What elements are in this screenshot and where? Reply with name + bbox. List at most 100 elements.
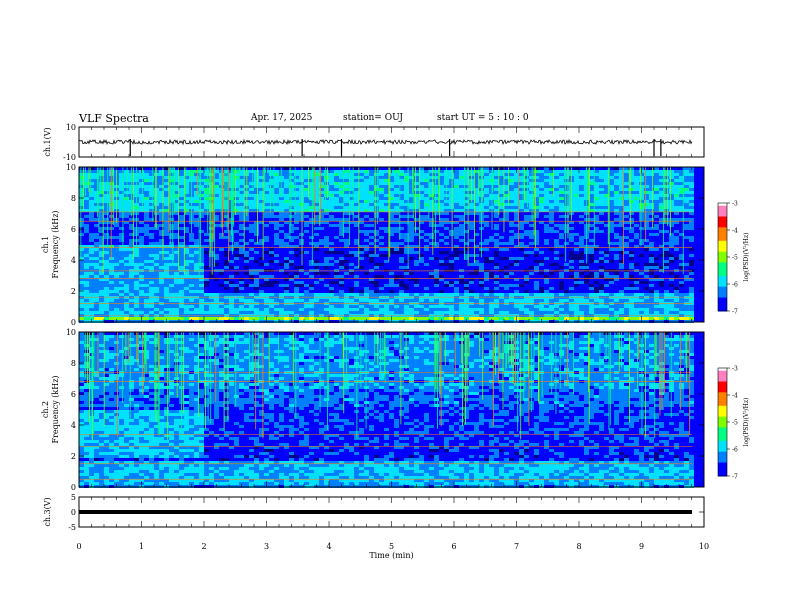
spectrogram-cell <box>249 215 254 218</box>
spectrogram-cell <box>204 272 209 275</box>
spectrogram-cell <box>524 170 529 173</box>
spectrogram-cell <box>119 236 124 239</box>
spectrogram-cell <box>519 209 524 212</box>
spectrogram-cell <box>429 305 434 308</box>
spectrogram-cell <box>464 191 469 194</box>
spectrogram-cell <box>339 278 344 281</box>
spectrogram-cell <box>179 287 184 290</box>
spectrogram-cell <box>444 206 449 209</box>
spectrogram-cell <box>444 281 449 284</box>
spectrogram-cell <box>394 254 399 257</box>
spectrogram-cell <box>419 170 424 173</box>
spectrogram-cell <box>154 254 159 257</box>
spectrogram-cell <box>144 275 149 278</box>
spectrogram-cell <box>194 194 199 197</box>
spectrogram-cell <box>354 305 359 308</box>
spectrogram-cell <box>239 185 244 188</box>
spectrogram-cell <box>239 317 244 320</box>
spectrogram-cell <box>164 287 169 290</box>
spectrogram-cell <box>259 167 264 170</box>
spectrogram-cell <box>339 266 344 269</box>
spectrogram-cell <box>389 290 394 293</box>
spectrogram-cell <box>254 257 259 260</box>
spectrogram-cell <box>209 260 214 263</box>
spectrogram-cell <box>249 236 254 239</box>
spectrogram-cell <box>399 212 404 215</box>
spectrogram-cell <box>304 203 309 206</box>
spectrogram-cell <box>204 170 209 173</box>
spectrogram-cell <box>169 266 174 269</box>
spectrogram-cell <box>204 167 209 170</box>
spectrogram-cell <box>79 206 84 209</box>
spectrogram-cell <box>374 182 379 185</box>
spectrogram-cell <box>199 209 204 212</box>
spectrogram-cell <box>519 278 524 281</box>
spectrogram-cell <box>534 266 539 269</box>
spectrogram-cell <box>244 263 249 266</box>
spectrogram-cell <box>534 293 539 296</box>
spectrogram-cell <box>484 266 489 269</box>
spectrogram-cell <box>394 218 399 221</box>
spectrogram-cell <box>539 236 544 239</box>
spectrogram-cell <box>434 227 439 230</box>
spectrogram-cell <box>534 176 539 179</box>
spectrogram-cell <box>544 245 549 248</box>
spectrogram-cell <box>79 230 84 233</box>
spectrogram-cell <box>354 233 359 236</box>
spectrogram-cell <box>314 236 319 239</box>
spectrogram-cell <box>149 299 154 302</box>
spectrogram-cell <box>79 200 84 203</box>
spectrogram-cell <box>79 272 84 275</box>
spectrogram-cell <box>399 260 404 263</box>
spectrogram-cell <box>84 230 89 233</box>
spectrogram-cell <box>429 215 434 218</box>
spectrogram-cell <box>284 170 289 173</box>
spectrogram-cell <box>234 281 239 284</box>
spectrogram-cell <box>264 185 269 188</box>
spectrogram-cell <box>414 176 419 179</box>
ch1-spectrogram <box>79 167 704 323</box>
spectrogram-cell <box>349 236 354 239</box>
spectrogram-cell <box>264 194 269 197</box>
spectrogram-cell <box>79 236 84 239</box>
spectrogram-cell <box>139 194 144 197</box>
spectrogram-cell <box>304 299 309 302</box>
spectrogram-cell <box>434 224 439 227</box>
spectrogram-cell <box>544 290 549 293</box>
spectrogram-cell <box>444 242 449 245</box>
spectrogram-cell <box>194 287 199 290</box>
spectrogram-cell <box>504 191 509 194</box>
spectrogram-cell <box>389 239 394 242</box>
spectrogram-cell <box>179 236 184 239</box>
spectrogram-cell <box>214 182 219 185</box>
spectrogram-cell <box>414 278 419 281</box>
spectrogram-cell <box>289 197 294 200</box>
spectrogram-cell <box>104 170 109 173</box>
spectrogram-cell <box>154 260 159 263</box>
spectrogram-cell <box>194 290 199 293</box>
spectrogram-cell <box>369 266 374 269</box>
spectrogram-cell <box>94 305 99 308</box>
spectrogram-cell <box>104 251 109 254</box>
spectrogram-cell <box>304 317 309 320</box>
spectrogram-cell <box>554 260 559 263</box>
spectrogram-cell <box>209 209 214 212</box>
spectrogram-cell <box>439 242 444 245</box>
spectrogram-cell <box>129 254 134 257</box>
spectrogram-cell <box>259 260 264 263</box>
spectrogram-cell <box>99 194 104 197</box>
spectrogram-cell <box>94 239 99 242</box>
spectrogram-cell <box>369 308 374 311</box>
spectrogram-cell <box>339 275 344 278</box>
spectrogram-cell <box>354 173 359 176</box>
spectrogram-cell <box>474 233 479 236</box>
spectrogram-cell <box>349 227 354 230</box>
spectrogram-cell <box>264 311 269 314</box>
spectrogram-cell <box>189 257 194 260</box>
spectrogram-cell <box>89 224 94 227</box>
spectrogram-cell <box>284 293 289 296</box>
spectrogram-cell <box>164 278 169 281</box>
spectrogram-cell <box>159 245 164 248</box>
spectrogram-cell <box>299 317 304 320</box>
spectrogram-cell <box>354 299 359 302</box>
